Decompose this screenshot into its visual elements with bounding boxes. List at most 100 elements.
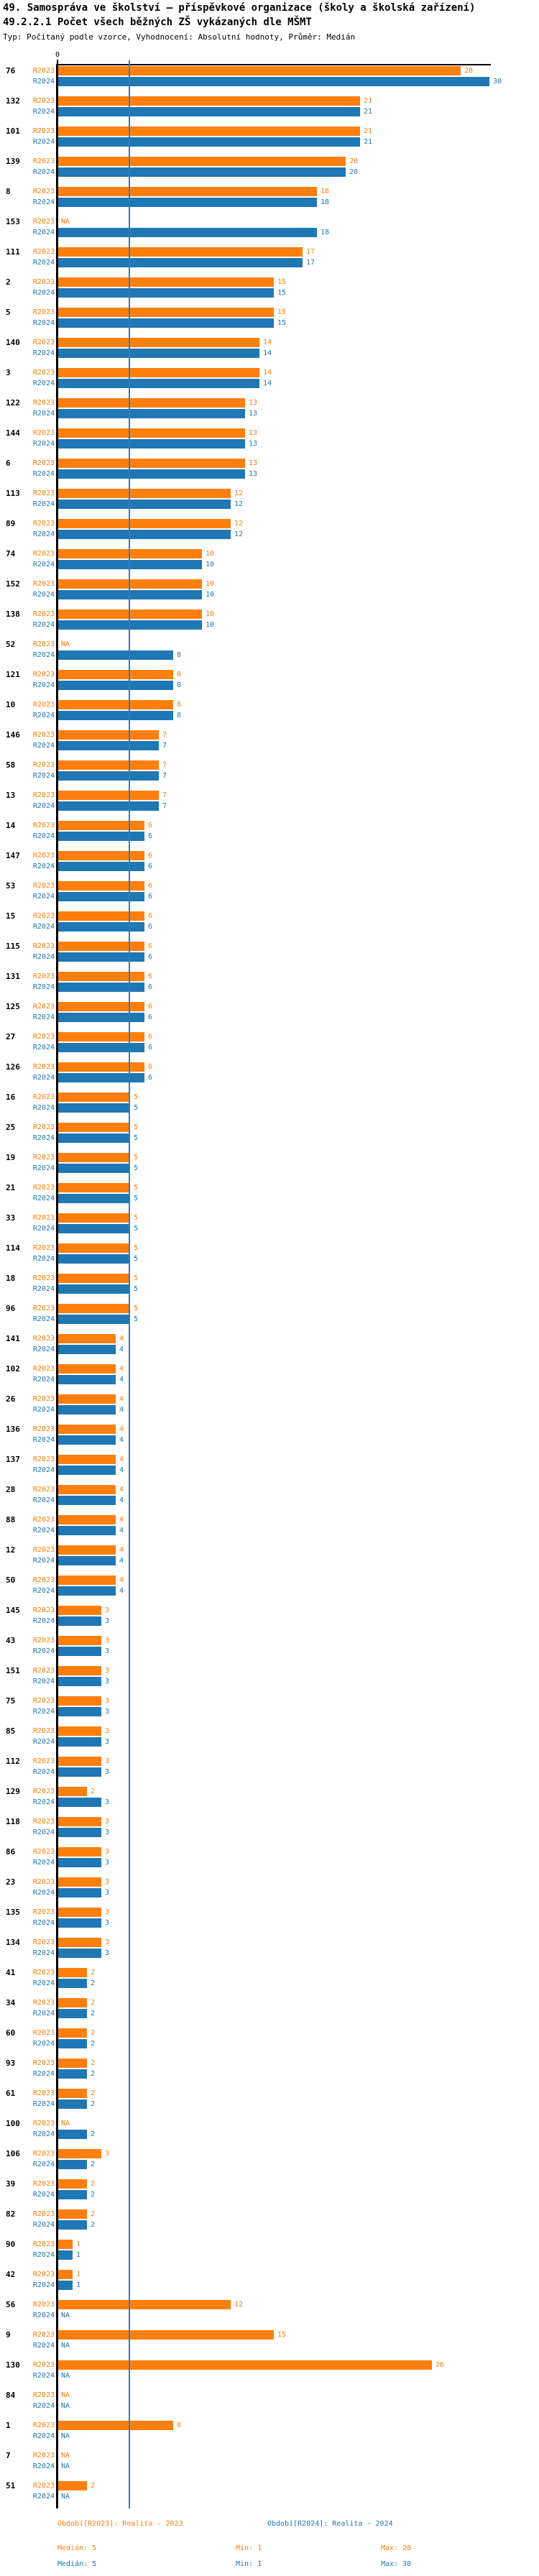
r2024-bar	[58, 288, 274, 298]
r2023-value-label: 6	[148, 1033, 153, 1041]
series-label-r2023: R2023	[32, 2210, 55, 2218]
series-label-r2024: R2024	[32, 198, 55, 206]
r2023-value-label: 3	[105, 1908, 110, 1916]
r2024-value-label: 5	[134, 1134, 139, 1142]
r2024-bar	[58, 1466, 116, 1475]
r2024-value-label: 7	[162, 772, 167, 780]
r2024-value-label: 5	[134, 1225, 139, 1233]
r2023-bar	[58, 338, 259, 347]
r2023-bar	[58, 579, 202, 589]
row-id-label: 12	[6, 1545, 16, 1555]
series-label-r2024: R2024	[32, 983, 55, 991]
r2024-bar	[58, 983, 144, 992]
row-id-label: 27	[6, 1032, 16, 1041]
r2023-bar	[58, 1304, 130, 1313]
r2024-value-label: 4	[119, 1557, 124, 1565]
row-id-label: 82	[6, 2209, 16, 2219]
r2024-value-label: 15	[277, 319, 287, 327]
series-label-r2024: R2024	[32, 319, 55, 327]
r2023-value-label: 1	[76, 2240, 81, 2248]
r2024-value-label: 1	[76, 2251, 81, 2259]
r2024-bar	[58, 922, 144, 932]
r2023-value-label: 2	[91, 2089, 96, 2097]
series-label-r2023: R2023	[32, 942, 55, 950]
series-label-r2023: R2023	[32, 580, 55, 588]
r2023-value-label: 1	[76, 2271, 81, 2278]
r2023-bar	[58, 2270, 73, 2279]
r2023-value-label: 7	[162, 791, 167, 799]
r2023-value-label: 13	[249, 429, 258, 437]
r2024-value-label: 14	[263, 349, 272, 357]
r2024-value-label: 2	[91, 2191, 96, 2199]
r2023-value-label: 4	[119, 1455, 124, 1463]
r2023-value-label: 4	[119, 1335, 124, 1343]
r2023-bar	[58, 126, 360, 136]
series-label-r2023: R2023	[32, 731, 55, 739]
r2024-bar	[58, 1828, 101, 1837]
r2024-value-label: 2	[91, 2010, 96, 2018]
series-label-r2024: R2024	[32, 772, 55, 780]
r2024-value-label: 5	[134, 1104, 139, 1112]
r2024-value-label: 3	[105, 1889, 110, 1897]
row-id-label: 132	[6, 96, 20, 106]
row-id-label: 125	[6, 1002, 20, 1011]
r2023-bar	[58, 942, 144, 951]
r2024-bar	[58, 650, 173, 660]
r2024-na-label: NA	[61, 2342, 70, 2350]
series-label-r2023: R2023	[32, 1516, 55, 1524]
series-label-r2024: R2024	[32, 1436, 55, 1444]
series-label-r2023: R2023	[32, 1848, 55, 1856]
r2023-value-label: 10	[206, 550, 215, 558]
r2023-value-label: 6	[148, 942, 153, 950]
r2024-na-label: NA	[61, 2402, 70, 2410]
r2023-value-label: 18	[321, 188, 330, 196]
r2023-value-label: 5	[134, 1093, 139, 1101]
r2023-bar	[58, 1123, 130, 1132]
row-id-label: 138	[6, 610, 20, 619]
r2024-value-label: 13	[249, 440, 258, 448]
series-label-r2023: R2023	[32, 459, 55, 467]
series-label-r2024: R2024	[32, 802, 55, 810]
r2023-bar	[58, 1485, 116, 1494]
row-id-label: 1	[6, 2421, 11, 2430]
r2023-value-label: 2	[91, 2180, 96, 2188]
r2023-bar	[58, 881, 144, 891]
r2023-value-label: 5	[134, 1184, 139, 1192]
r2023-value-label: 3	[105, 2150, 110, 2158]
series-label-r2024: R2024	[32, 2191, 55, 2199]
r2024-bar	[58, 892, 144, 901]
series-label-r2023: R2023	[32, 2150, 55, 2158]
row-id-label: 51	[6, 2481, 16, 2490]
series-label-r2024: R2024	[32, 561, 55, 569]
r2023-bar	[58, 1153, 130, 1162]
r2023-bar	[58, 96, 360, 106]
r2023-bar	[58, 2300, 231, 2309]
series-label-r2024: R2024	[32, 862, 55, 870]
r2024-na-label: NA	[61, 2462, 70, 2470]
series-label-r2023: R2023	[32, 882, 55, 890]
series-label-r2024: R2024	[32, 1738, 55, 1746]
r2024-bar	[58, 349, 259, 358]
r2024-bar	[58, 681, 173, 690]
r2024-value-label: 21	[364, 108, 373, 116]
series-label-r2024: R2024	[32, 2402, 55, 2410]
row-id-label: 115	[6, 942, 20, 951]
legend-r2024-median: Medián: 5	[57, 2560, 97, 2568]
r2023-value-label: 6	[148, 972, 153, 980]
row-id-label: 9	[6, 2330, 11, 2340]
chart-subtitle: 49.2.2.1 Počet všech běžných ZŠ vykázaný…	[3, 17, 312, 28]
row-id-label: 126	[6, 1062, 20, 1072]
r2023-value-label: 3	[105, 1667, 110, 1675]
r2023-bar	[58, 1032, 144, 1041]
r2023-value-label: 6	[148, 852, 153, 860]
row-id-label: 113	[6, 489, 20, 498]
series-label-r2023: R2023	[32, 1335, 55, 1343]
series-label-r2023: R2023	[32, 2180, 55, 2188]
row-id-label: 141	[6, 1334, 20, 1343]
row-id-label: 139	[6, 157, 20, 166]
series-label-r2023: R2023	[32, 912, 55, 920]
series-label-r2023: R2023	[32, 248, 55, 256]
r2024-value-label: 14	[263, 380, 272, 387]
r2023-na-label: NA	[61, 2391, 70, 2399]
r2024-bar	[58, 1949, 101, 1958]
